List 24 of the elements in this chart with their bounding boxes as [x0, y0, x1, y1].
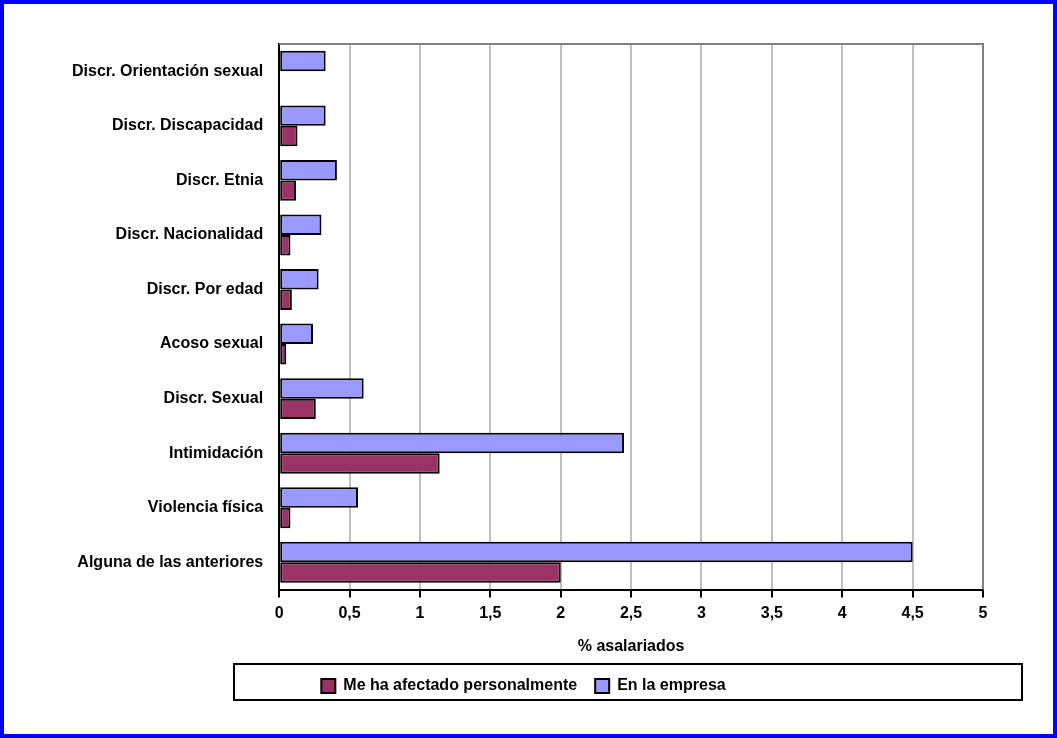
legend-label: En la empresa — [617, 676, 726, 694]
x-tick-label: 5 — [978, 603, 988, 621]
x-tick-label: 1,5 — [479, 603, 502, 621]
x-tick-label: 0,5 — [338, 603, 361, 621]
y-tick-label: Discr. Por edad — [146, 279, 264, 297]
y-tick-label: Discr. Nacionalidad — [115, 225, 264, 243]
y-tick-label: Intimidación — [168, 443, 264, 461]
y-tick-label: Acoso sexual — [160, 334, 264, 352]
y-tick-label: Alguna de las anteriores — [77, 552, 264, 570]
legend-label: Me ha afectado personalmente — [343, 676, 578, 694]
y-tick-label: Discr. Sexual — [163, 389, 264, 407]
x-tick-label: 4,5 — [901, 603, 924, 621]
x-tick-label: 0 — [274, 603, 284, 621]
y-tick-label: Discr. Etnia — [176, 170, 264, 188]
x-tick-label: 2,5 — [619, 603, 643, 621]
x-tick-label: 4 — [837, 603, 847, 621]
x-tick-label: 3,5 — [760, 603, 784, 621]
x-tick-label: 2 — [556, 603, 566, 621]
y-tick-label: Discr. Discapacidad — [112, 116, 264, 134]
y-tick-label: Discr. Orientación sexual — [71, 61, 264, 79]
y-tick-label: Violencia física — [147, 498, 264, 516]
x-tick-label: 1 — [415, 603, 425, 621]
x-axis-title: % asalariados — [577, 636, 685, 654]
x-tick-label: 3 — [697, 603, 707, 621]
